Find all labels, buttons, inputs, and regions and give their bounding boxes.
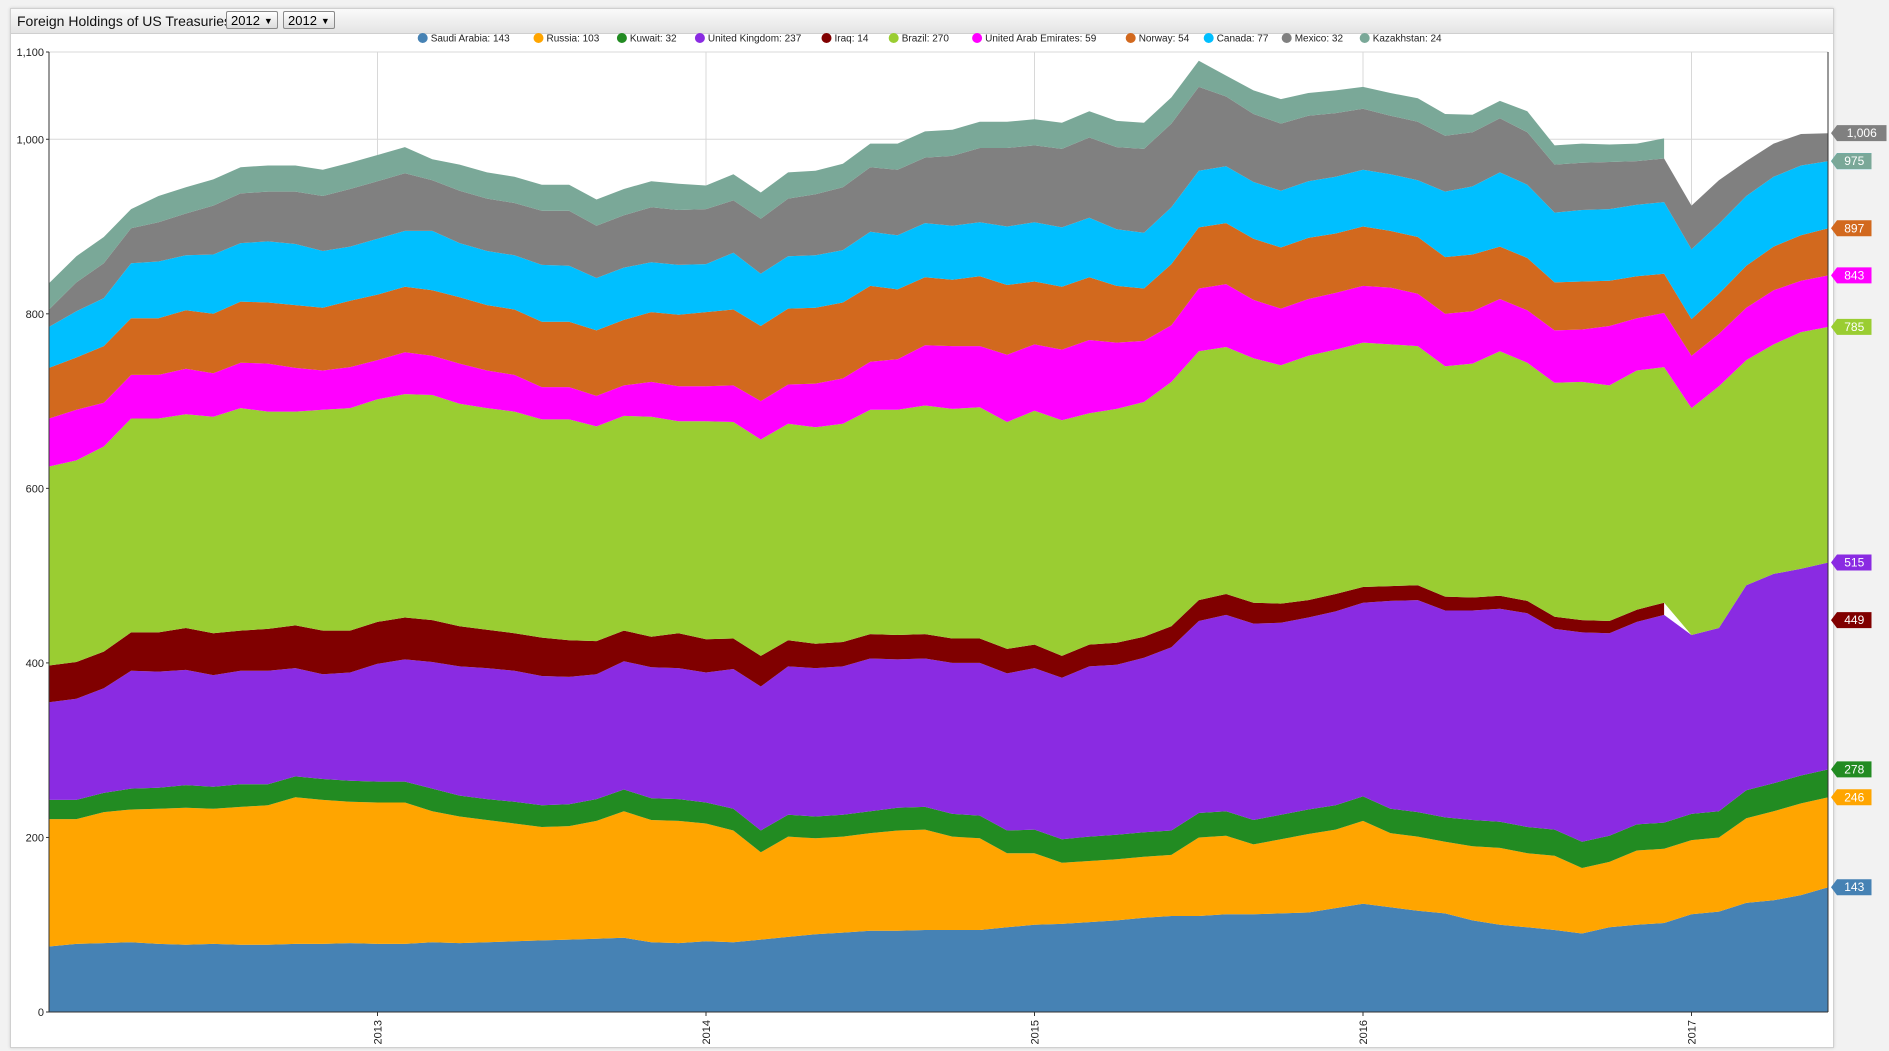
value-tag-label: 246 bbox=[1844, 790, 1864, 804]
legend-swatch[interactable] bbox=[533, 33, 544, 43]
legend-item[interactable]: United Kingdom: 237 bbox=[708, 34, 802, 45]
legend-swatch[interactable] bbox=[1359, 33, 1370, 43]
y-tick-label: 400 bbox=[26, 658, 44, 670]
legend-item[interactable]: Russia: 103 bbox=[547, 34, 600, 45]
legend-item[interactable]: Mexico: 32 bbox=[1295, 34, 1344, 45]
area-iraq bbox=[49, 585, 1665, 703]
end-year-select[interactable]: 2012 ▼ bbox=[283, 11, 335, 29]
legend-swatch[interactable] bbox=[1125, 33, 1136, 43]
title-bar: Foreign Holdings of US Treasuries 2012 ▼ … bbox=[11, 9, 1833, 34]
x-tick-label: 2016 bbox=[1358, 1020, 1370, 1044]
value-tag bbox=[1831, 267, 1872, 284]
legend-swatch[interactable] bbox=[417, 33, 428, 43]
value-tag bbox=[1831, 612, 1872, 629]
y-tick-label: 0 bbox=[38, 1007, 44, 1019]
value-tag-label: 785 bbox=[1844, 320, 1864, 334]
legend[interactable]: Saudi Arabia: 143 Russia: 103 Kuwait: 32 Un… bbox=[417, 33, 1442, 45]
area-mexico bbox=[49, 86, 1829, 327]
value-tag-label: 843 bbox=[1844, 268, 1864, 282]
legend-swatch[interactable] bbox=[1281, 33, 1292, 43]
y-tick-label: 800 bbox=[26, 309, 44, 321]
value-tag bbox=[1831, 220, 1872, 237]
x-tick-label: 2014 bbox=[701, 1020, 713, 1044]
legend-item[interactable]: United Arab Emirates: 59 bbox=[985, 34, 1097, 45]
value-tag-label: 515 bbox=[1844, 556, 1864, 570]
area-united-arab-emirates bbox=[49, 275, 1829, 467]
value-tag-label: 975 bbox=[1844, 154, 1864, 168]
area-russia bbox=[49, 797, 1829, 947]
value-tag bbox=[1831, 879, 1872, 896]
legend-swatch[interactable] bbox=[616, 33, 627, 43]
start-year-value: 2012 bbox=[231, 13, 260, 28]
legend-item[interactable]: Kazakhstan: 24 bbox=[1373, 34, 1442, 45]
legend-item[interactable]: Kuwait: 32 bbox=[630, 34, 677, 45]
value-tag bbox=[1831, 153, 1872, 170]
value-tag-label: 143 bbox=[1844, 880, 1864, 894]
value-tag bbox=[1831, 318, 1872, 335]
legend-item[interactable]: Canada: 77 bbox=[1217, 34, 1269, 45]
y-tick-label: 1,100 bbox=[16, 47, 44, 59]
value-tag bbox=[1831, 761, 1872, 778]
x-tick-label: 2015 bbox=[1030, 1020, 1042, 1044]
x-tick-label: 2013 bbox=[373, 1020, 385, 1044]
chevron-down-icon: ▼ bbox=[320, 16, 330, 26]
axes: 0 200 400 600 800 1,000 1,100 2013 2014 2015 2016 2… bbox=[16, 47, 1829, 1044]
legend-swatch[interactable] bbox=[972, 33, 983, 43]
value-tag bbox=[1831, 125, 1887, 142]
page-title: Foreign Holdings of US Treasuries bbox=[17, 13, 231, 29]
legend-swatch[interactable] bbox=[821, 33, 832, 43]
value-tag-label: 278 bbox=[1844, 762, 1864, 776]
chevron-down-icon: ▼ bbox=[263, 16, 273, 26]
area-united-kingdom bbox=[49, 562, 1829, 842]
value-tag bbox=[1831, 554, 1872, 571]
value-tag-label: 449 bbox=[1844, 613, 1864, 627]
value-tag bbox=[1831, 789, 1872, 806]
area-brazil bbox=[49, 326, 1829, 666]
area-saudi-arabia bbox=[49, 887, 1829, 1012]
x-tick-label: 2017 bbox=[1687, 1020, 1699, 1044]
legend-swatch[interactable] bbox=[694, 33, 705, 43]
legend-item[interactable]: Norway: 54 bbox=[1139, 34, 1190, 45]
area-kuwait bbox=[49, 769, 1829, 868]
end-year-value: 2012 bbox=[288, 13, 317, 28]
legend-item[interactable]: Saudi Arabia: 143 bbox=[431, 34, 510, 45]
legend-item[interactable]: Brazil: 270 bbox=[902, 34, 950, 45]
legend-swatch[interactable] bbox=[1203, 33, 1214, 43]
value-tag-label: 897 bbox=[1844, 221, 1864, 235]
start-year-select[interactable]: 2012 ▼ bbox=[226, 11, 278, 29]
y-tick-label: 600 bbox=[26, 483, 44, 495]
legend-swatch[interactable] bbox=[888, 33, 899, 43]
series-areas bbox=[49, 60, 1829, 1012]
area-canada bbox=[49, 161, 1829, 368]
y-tick-label: 200 bbox=[26, 832, 44, 844]
value-tag-label: 1,006 bbox=[1847, 126, 1877, 140]
area-norway bbox=[49, 223, 1829, 419]
y-tick-label: 1,000 bbox=[16, 134, 44, 146]
legend-item[interactable]: Iraq: 14 bbox=[835, 34, 869, 45]
